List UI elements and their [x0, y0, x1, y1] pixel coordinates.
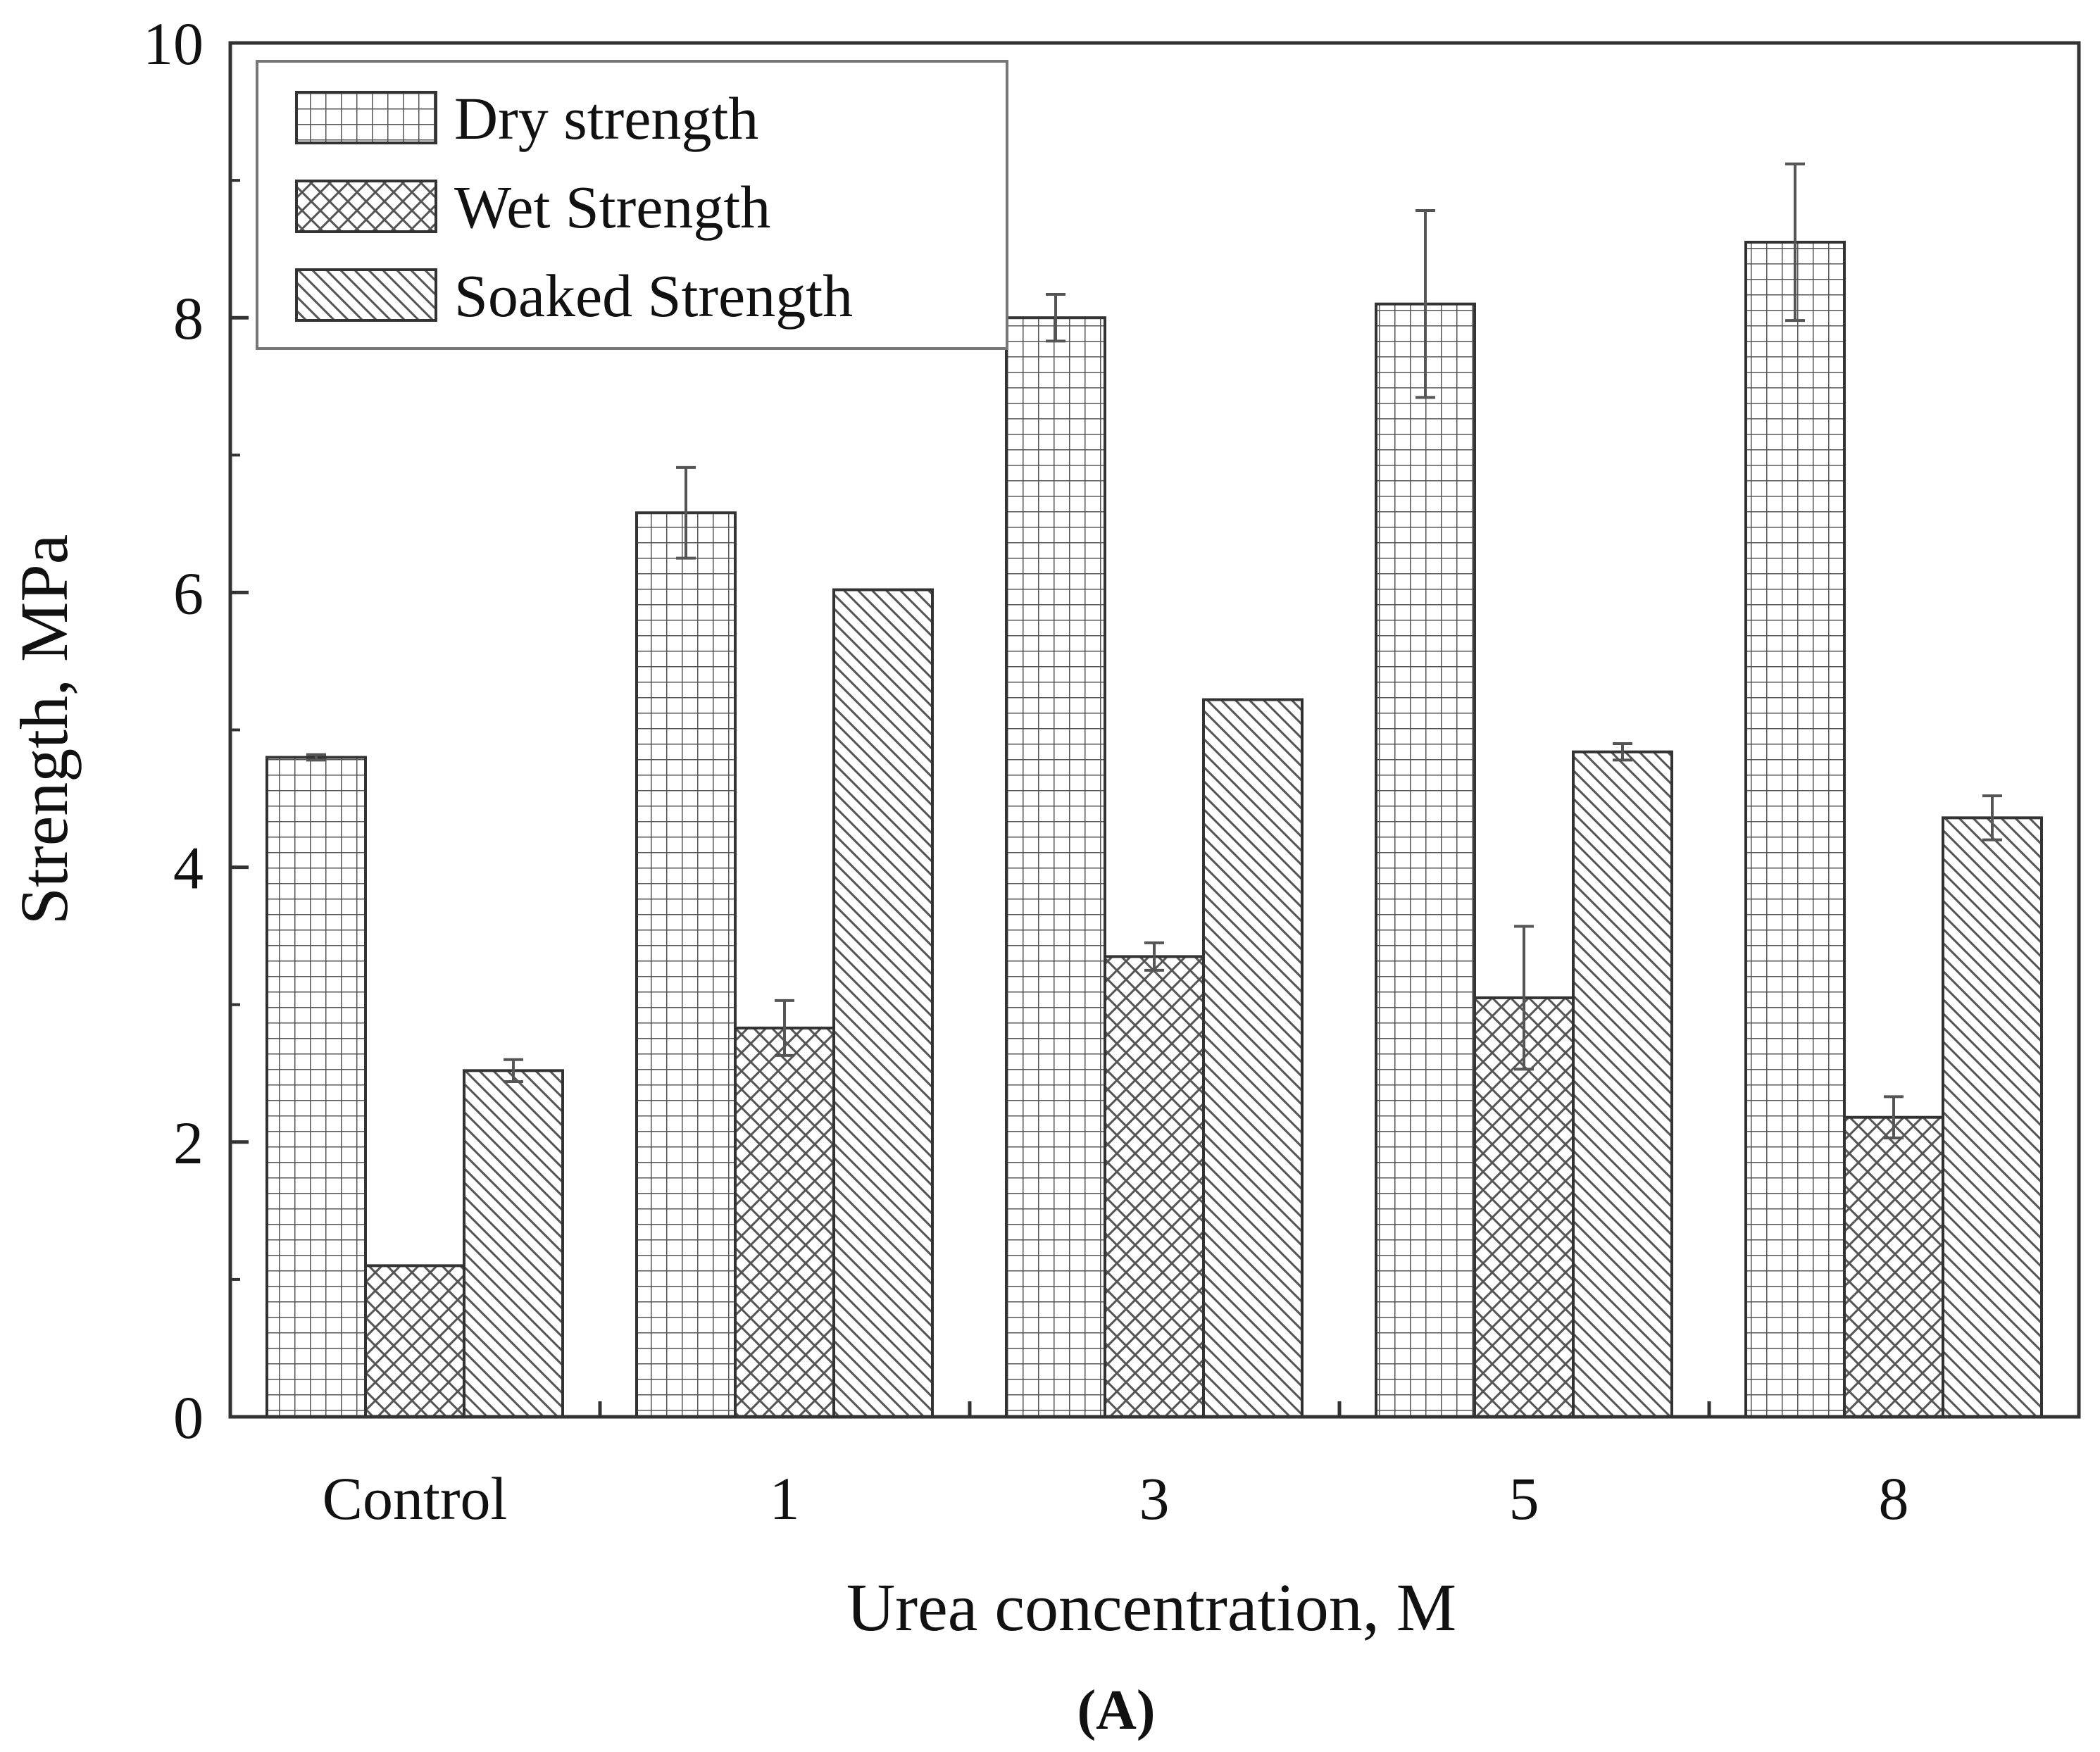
bar-soaked-strength-8 — [1942, 816, 2043, 1418]
y-tick-label: 4 — [173, 834, 204, 902]
legend-item-wet-strength: Wet Strength — [295, 173, 770, 241]
error-bar-wet-strength-1 — [775, 999, 794, 1057]
bar-soaked-strength-5 — [1572, 750, 1673, 1418]
bars-layer — [265, 240, 2043, 1419]
error-bar-dry-strength-1 — [676, 465, 696, 560]
error-bar-wet-strength-5 — [1514, 925, 1534, 1071]
y-tick-label: 6 — [173, 559, 204, 627]
error-bar-soaked-strength-control — [504, 1058, 523, 1083]
x-tick-label: 3 — [1139, 1465, 1170, 1532]
legend-swatch — [295, 180, 437, 233]
y-tick-label: 10 — [143, 10, 204, 77]
error-bars-layer — [306, 162, 2002, 1139]
y-tick-labels: 0 2 4 6 8 10 — [143, 10, 204, 1451]
panel-label: (A) — [1077, 1679, 1155, 1741]
bar-dry-strength-8 — [1744, 240, 1846, 1418]
x-axis-title: Urea concentration, M — [846, 1570, 1456, 1645]
x-tick-label: 5 — [1509, 1465, 1539, 1532]
error-bar-wet-strength-8 — [1884, 1095, 1904, 1139]
x-tick-labels: Control 1 3 5 8 — [323, 1465, 1909, 1532]
bar-dry-strength-3 — [1005, 316, 1106, 1419]
bar-dry-strength-control — [265, 756, 367, 1418]
x-tick-label: Control — [323, 1465, 508, 1532]
legend-item-soaked-strength: Soaked Strength — [295, 262, 853, 330]
y-tick-label: 0 — [173, 1384, 204, 1451]
error-bar-dry-strength-3 — [1046, 293, 1065, 343]
error-bar-wet-strength-3 — [1144, 941, 1164, 972]
legend-label: Dry strength — [454, 85, 758, 152]
error-bar-soaked-strength-5 — [1613, 742, 1632, 762]
bar-wet-strength-control — [364, 1264, 465, 1419]
bar-soaked-strength-1 — [832, 588, 934, 1418]
legend-label: Soaked Strength — [454, 262, 853, 330]
y-tick-label: 2 — [173, 1109, 204, 1177]
legend-swatch — [295, 91, 437, 144]
legend-item-dry-strength: Dry strength — [295, 85, 758, 152]
legend-label: Wet Strength — [454, 173, 770, 241]
bar-wet-strength-3 — [1104, 955, 1205, 1419]
x-tick-label: 1 — [770, 1465, 800, 1532]
bar-dry-strength-5 — [1375, 302, 1476, 1419]
bar-wet-strength-1 — [734, 1026, 835, 1418]
error-bar-dry-strength-control — [306, 753, 326, 762]
error-bar-dry-strength-5 — [1415, 209, 1435, 399]
legend-swatch — [295, 268, 437, 322]
legend: Dry strength Wet Strength Soaked Strength — [256, 60, 1008, 350]
y-axis-title: Strength, MPa — [6, 534, 82, 925]
bar-wet-strength-8 — [1843, 1115, 1944, 1418]
bar-soaked-strength-3 — [1202, 698, 1304, 1418]
bar-dry-strength-1 — [635, 511, 737, 1419]
bar-soaked-strength-control — [463, 1069, 564, 1419]
y-tick-label: 8 — [173, 284, 204, 352]
ticks-layer — [230, 41, 1711, 1419]
error-bar-dry-strength-8 — [1785, 162, 1805, 323]
error-bar-soaked-strength-8 — [1982, 794, 2002, 841]
x-tick-label: 8 — [1879, 1465, 1909, 1532]
